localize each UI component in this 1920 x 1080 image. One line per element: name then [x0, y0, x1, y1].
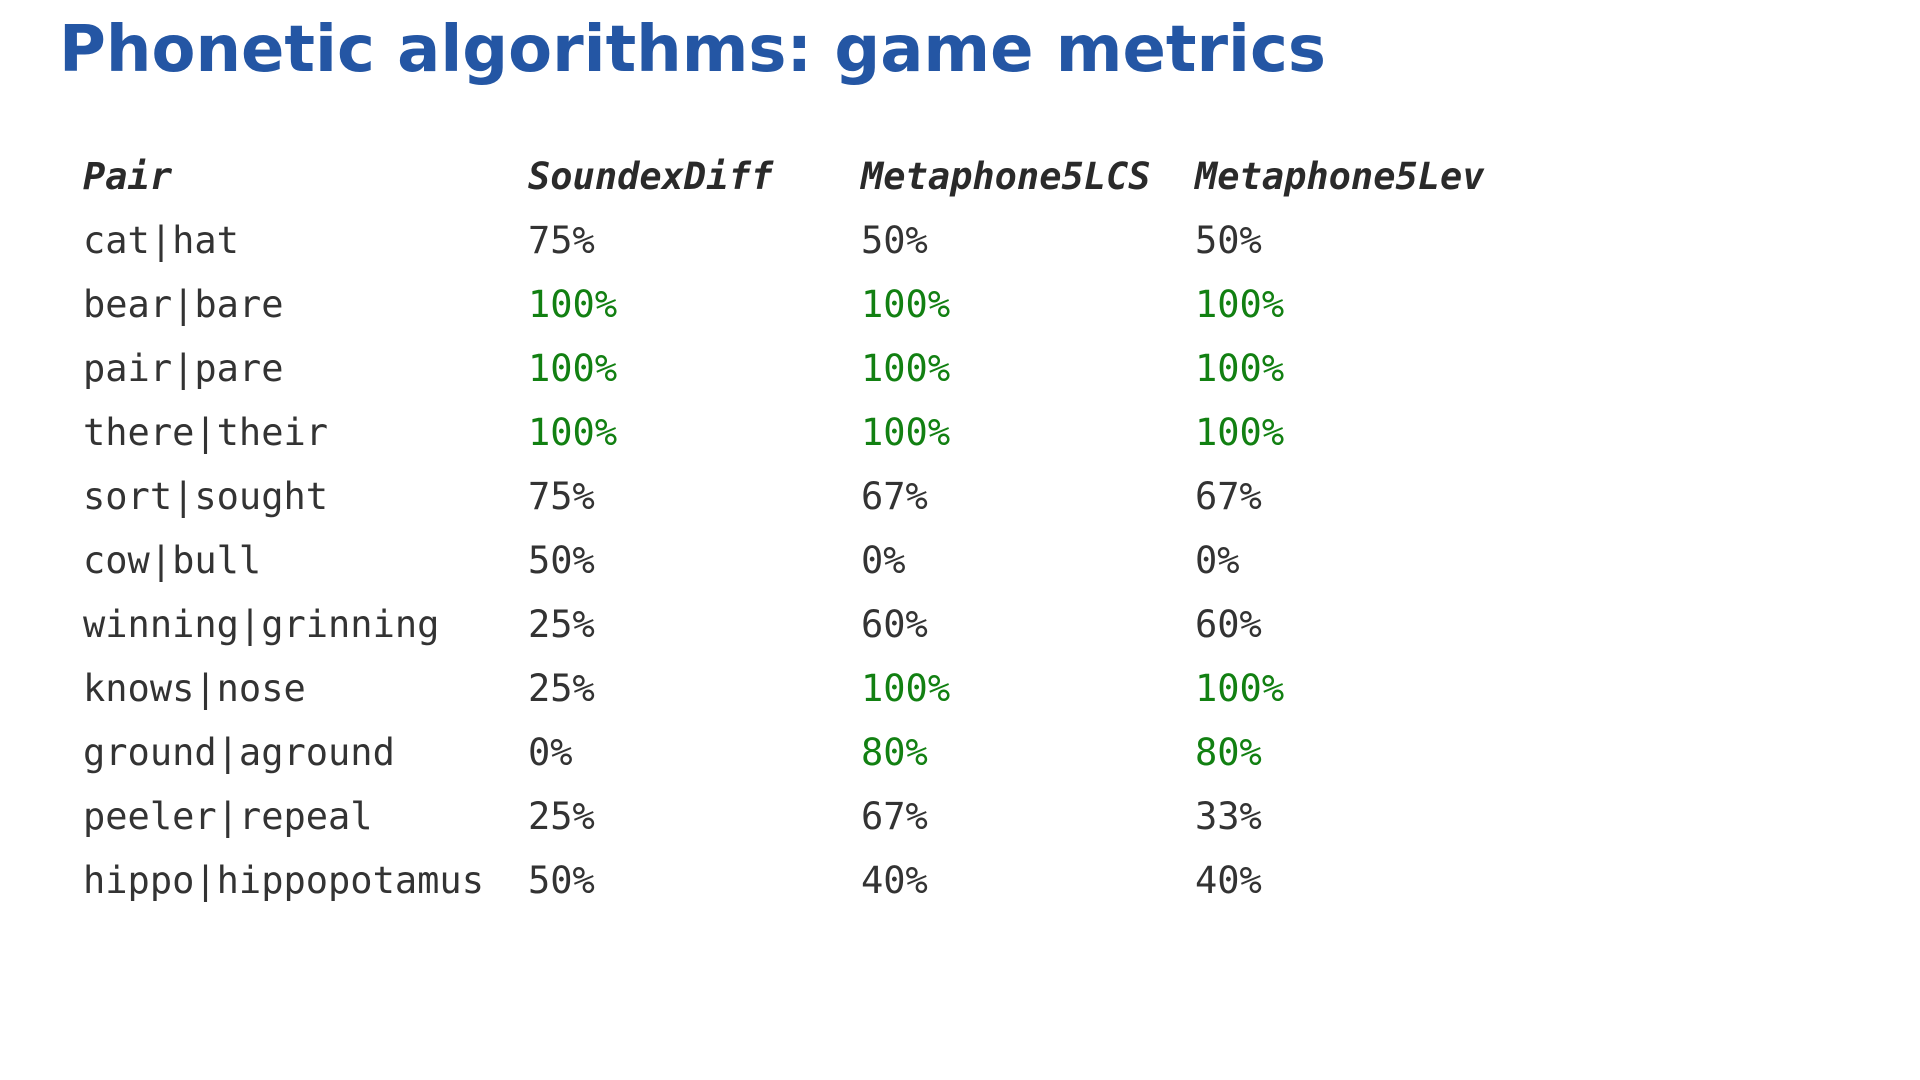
metaphone5lev-cell: 100%	[1195, 282, 1285, 326]
pair-cell: cat|hat	[83, 218, 239, 262]
metaphone5lev-cell: 0%	[1195, 538, 1240, 582]
metaphone5lcs-cell: 67%	[861, 474, 928, 518]
soundexdiff-cell: 0%	[528, 730, 573, 774]
pair-cell: hippo|hippopotamus	[83, 858, 484, 902]
metaphone5lcs-cell: 100%	[861, 346, 951, 390]
column-header-pair: Pair	[83, 154, 173, 198]
table-row: peeler|repeal 25% 67% 33%	[83, 784, 1525, 848]
pair-cell: ground|aground	[83, 730, 395, 774]
soundexdiff-cell: 100%	[528, 282, 618, 326]
soundexdiff-cell: 50%	[528, 538, 595, 582]
soundexdiff-cell: 25%	[528, 602, 595, 646]
metaphone5lcs-cell: 100%	[861, 410, 951, 454]
metaphone5lcs-cell: 50%	[861, 218, 928, 262]
pair-cell: knows|nose	[83, 666, 306, 710]
pair-cell: pair|pare	[83, 346, 284, 390]
pair-cell: bear|bare	[83, 282, 284, 326]
pair-cell: cow|bull	[83, 538, 262, 582]
metaphone5lev-cell: 100%	[1195, 410, 1285, 454]
soundexdiff-cell: 50%	[528, 858, 595, 902]
pair-cell: peeler|repeal	[83, 794, 373, 838]
pair-cell: there|their	[83, 410, 329, 454]
metaphone5lev-cell: 100%	[1195, 666, 1285, 710]
table-row: knows|nose 25% 100% 100%	[83, 656, 1525, 720]
metrics-table: Pair SoundexDiff Metaphone5LCS Metaphone…	[83, 144, 1525, 912]
metaphone5lcs-cell: 67%	[861, 794, 928, 838]
table-row: cat|hat 75% 50% 50%	[83, 208, 1525, 272]
table-row: bear|bare 100% 100% 100%	[83, 272, 1525, 336]
metaphone5lcs-cell: 80%	[861, 730, 928, 774]
soundexdiff-cell: 100%	[528, 410, 618, 454]
metaphone5lcs-cell: 40%	[861, 858, 928, 902]
metaphone5lev-cell: 60%	[1195, 602, 1262, 646]
table-row: winning|grinning 25% 60% 60%	[83, 592, 1525, 656]
metaphone5lcs-cell: 100%	[861, 282, 951, 326]
metaphone5lev-cell: 50%	[1195, 218, 1262, 262]
soundexdiff-cell: 25%	[528, 666, 595, 710]
pair-cell: sort|sought	[83, 474, 329, 518]
soundexdiff-cell: 75%	[528, 218, 595, 262]
column-header-metaphone5lev: Metaphone5Lev	[1195, 154, 1485, 198]
table-row: cow|bull 50% 0% 0%	[83, 528, 1525, 592]
table-row: pair|pare 100% 100% 100%	[83, 336, 1525, 400]
pair-cell: winning|grinning	[83, 602, 440, 646]
table-row: sort|sought 75% 67% 67%	[83, 464, 1525, 528]
metaphone5lev-cell: 100%	[1195, 346, 1285, 390]
soundexdiff-cell: 25%	[528, 794, 595, 838]
column-header-soundexdiff: SoundexDiff	[528, 154, 774, 198]
page-title: Phonetic algorithms: game metrics	[59, 13, 1326, 87]
table-row: there|their 100% 100% 100%	[83, 400, 1525, 464]
metaphone5lcs-cell: 0%	[861, 538, 906, 582]
metaphone5lev-cell: 40%	[1195, 858, 1262, 902]
column-header-metaphone5lcs: Metaphone5LCS	[861, 154, 1151, 198]
table-header-row: Pair SoundexDiff Metaphone5LCS Metaphone…	[83, 144, 1525, 208]
metaphone5lev-cell: 67%	[1195, 474, 1262, 518]
soundexdiff-cell: 100%	[528, 346, 618, 390]
metaphone5lev-cell: 33%	[1195, 794, 1262, 838]
table-row: ground|aground 0% 80% 80%	[83, 720, 1525, 784]
table-row: hippo|hippopotamus 50% 40% 40%	[83, 848, 1525, 912]
metaphone5lcs-cell: 100%	[861, 666, 951, 710]
metaphone5lev-cell: 80%	[1195, 730, 1262, 774]
soundexdiff-cell: 75%	[528, 474, 595, 518]
metaphone5lcs-cell: 60%	[861, 602, 928, 646]
